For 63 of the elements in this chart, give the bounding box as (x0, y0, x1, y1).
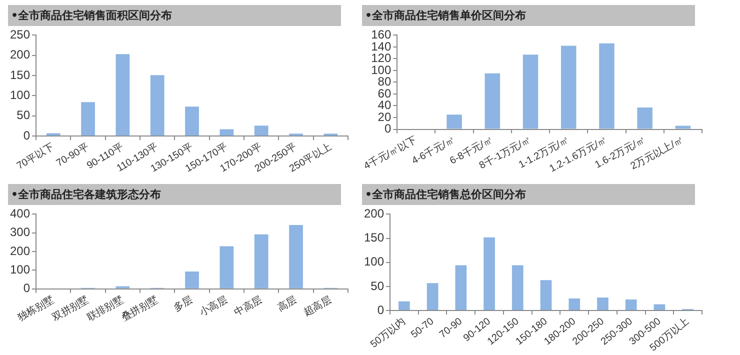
bar (637, 108, 652, 129)
y-tick-label: 140 (371, 39, 392, 54)
x-tick-label: 70平以下 (14, 140, 56, 172)
bar (220, 129, 234, 136)
bar (185, 271, 199, 288)
y-tick-label: 200 (364, 206, 384, 221)
bar (512, 265, 524, 310)
chart-title: •全市商品住宅销售总价区间分布 (362, 184, 695, 205)
bar (625, 299, 637, 310)
y-tick-label: 0 (377, 302, 384, 317)
y-tick-label: 0 (23, 128, 30, 142)
bar (398, 301, 410, 310)
y-tick-label: 100 (371, 62, 392, 77)
y-tick-label: 0 (23, 281, 30, 296)
chart-title: •全市商品住宅各建筑形态分布 (8, 184, 341, 205)
bar (597, 298, 608, 310)
bar (116, 54, 130, 136)
y-tick-label: 100 (10, 88, 30, 102)
y-tick-label: 200 (10, 244, 30, 258)
x-tick-label: 中高层 (232, 294, 264, 319)
bar (446, 114, 462, 129)
y-tick-label: 120 (371, 51, 392, 66)
y-tick-label: 160 (371, 28, 392, 42)
bar (540, 280, 552, 310)
bar (484, 73, 500, 129)
y-tick-label: 200 (10, 48, 30, 62)
y-tick-label: 50 (370, 278, 384, 293)
chart-title: •全市商品住宅销售单价区间分布 (362, 5, 695, 26)
bar (522, 54, 538, 129)
bar (484, 237, 495, 310)
y-tick-label: 300 (10, 225, 30, 240)
chart-title: •全市商品住宅销售面积区间分布 (8, 5, 341, 26)
x-tick-label: 50万以内 (368, 315, 408, 350)
x-tick-label: 小高层 (198, 294, 230, 319)
bar (675, 126, 691, 129)
bar (599, 43, 614, 129)
bar (426, 283, 438, 310)
bar (289, 225, 303, 288)
y-tick-label: 0 (384, 122, 392, 136)
bar (568, 298, 580, 310)
x-tick-label: 多层 (172, 294, 195, 314)
y-tick-label: 150 (364, 230, 384, 245)
bar (185, 106, 199, 136)
bar (254, 234, 268, 288)
bar (220, 246, 234, 288)
x-tick-label: 高层 (276, 294, 299, 314)
bar (254, 126, 268, 136)
bar (81, 102, 95, 136)
x-tick-label: 超高层 (301, 294, 334, 319)
y-tick-label: 20 (378, 110, 392, 124)
y-tick-label: 250 (10, 28, 30, 42)
bar (150, 75, 164, 136)
y-tick-label: 60 (378, 86, 392, 100)
y-tick-label: 50 (16, 108, 30, 122)
bar (654, 304, 666, 310)
y-tick-label: 100 (364, 254, 384, 269)
bar (561, 46, 576, 129)
y-tick-label: 150 (10, 68, 30, 82)
y-tick-label: 400 (10, 206, 30, 221)
y-tick-label: 100 (10, 262, 30, 276)
bar (455, 265, 467, 310)
y-tick-label: 40 (378, 98, 392, 112)
y-tick-label: 80 (378, 74, 392, 89)
